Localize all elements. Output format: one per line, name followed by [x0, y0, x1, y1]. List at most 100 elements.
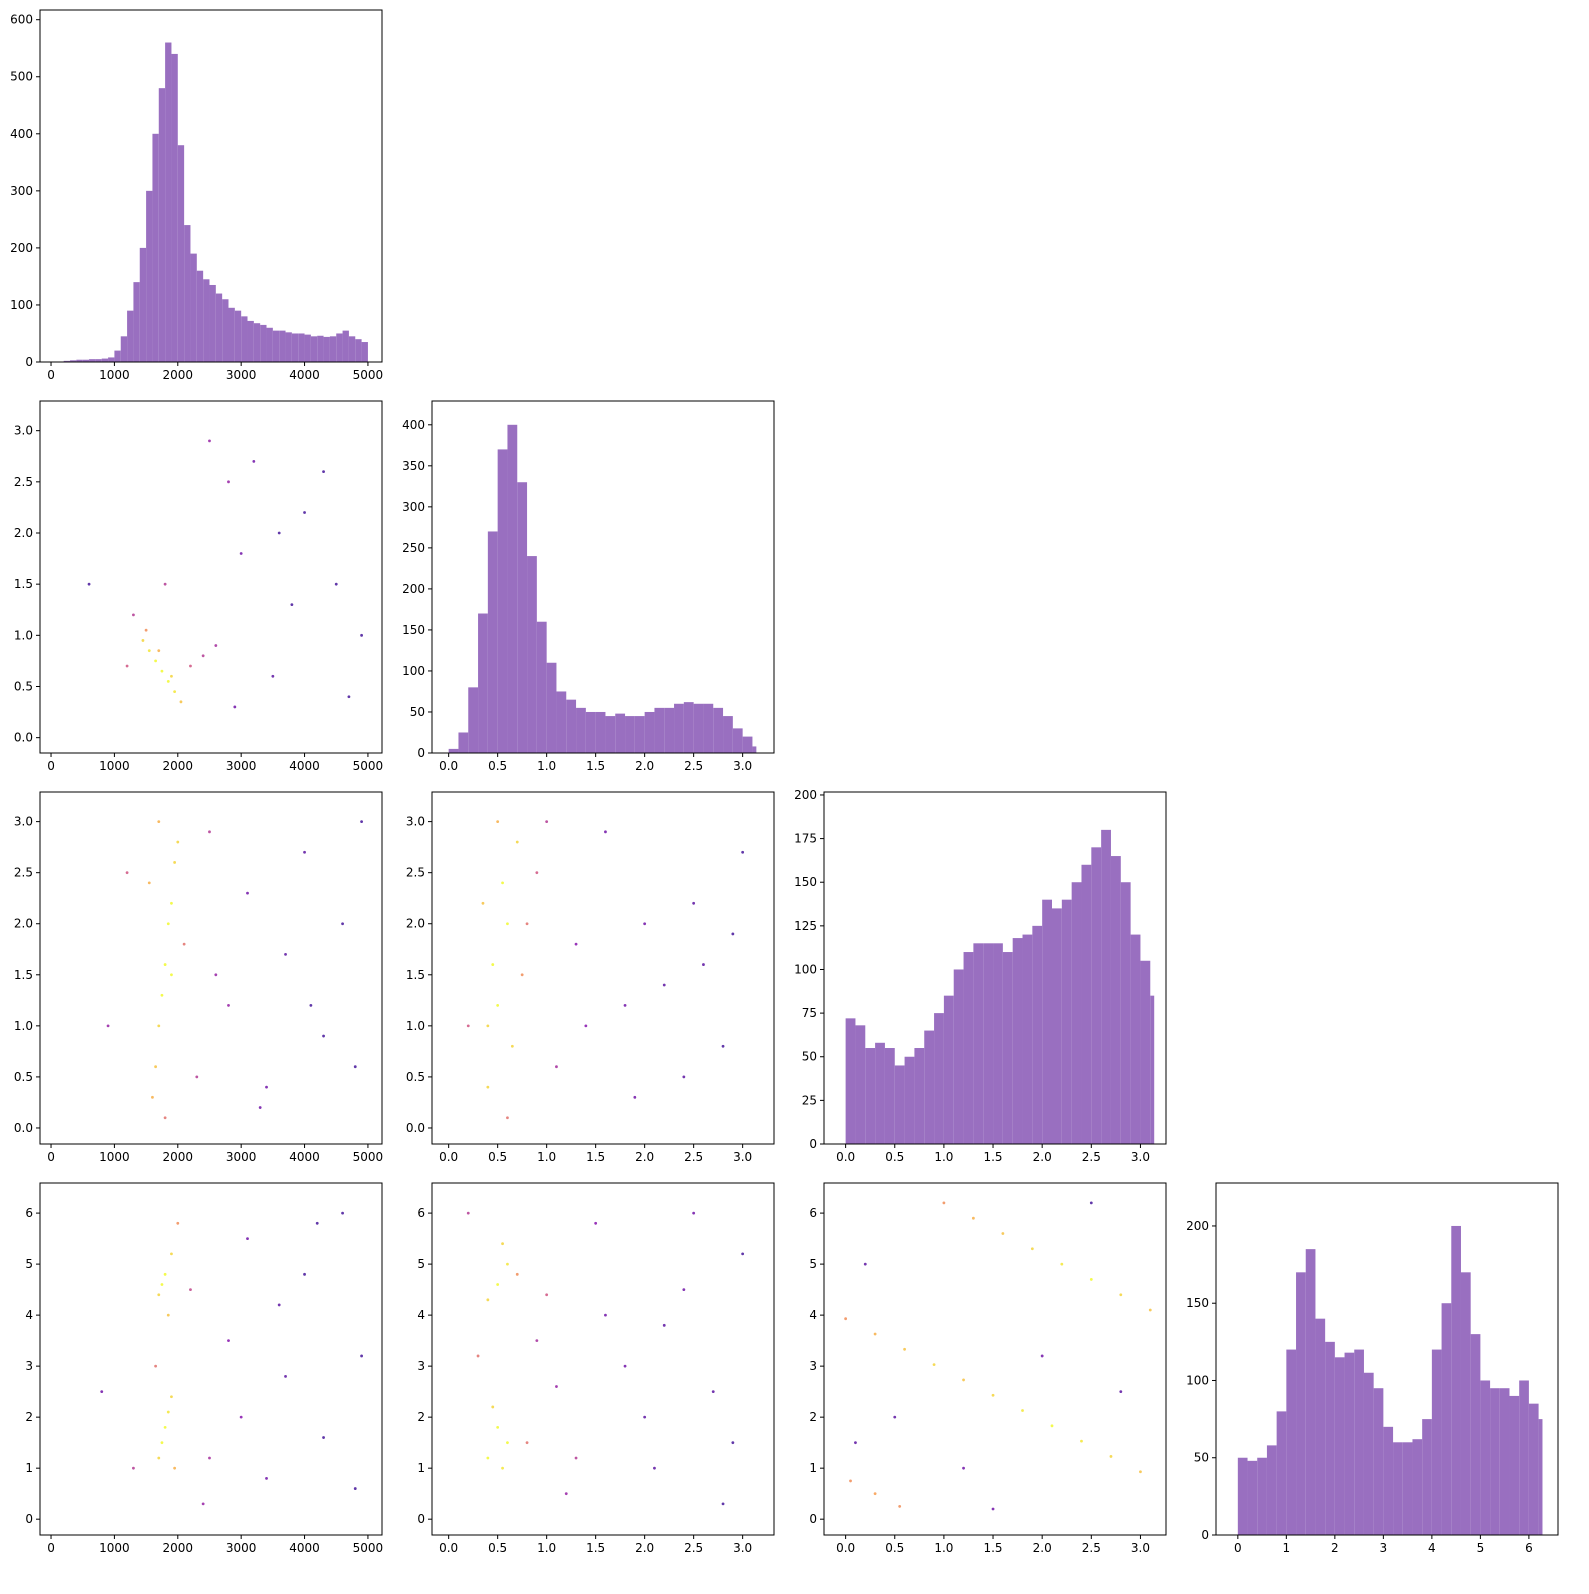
scatter-point: [496, 1283, 500, 1286]
y-tick-label: 0: [25, 1512, 33, 1526]
histogram-bar: [546, 662, 557, 753]
histogram-bar: [247, 320, 254, 362]
histogram-bar: [615, 713, 626, 753]
histogram-bar: [595, 711, 606, 753]
histogram-bar: [108, 357, 115, 362]
histogram-bar: [1091, 847, 1102, 1144]
histogram-bar: [253, 323, 261, 362]
histogram-bar: [468, 687, 479, 753]
x-tick-label: 0: [47, 1541, 55, 1555]
y-tick-label: 6: [809, 1206, 817, 1220]
histogram-bar: [585, 711, 596, 753]
subplot: 0 1000 2000 3000 4000 5000 0.0 0.5 1.0 1.5 2.0 2.5 3…: [14, 791, 383, 1164]
histogram-bar: [644, 711, 655, 753]
axes-frame: [1215, 1182, 1559, 1536]
x-tick-label: 4000: [289, 1150, 320, 1164]
x-tick-label: 0: [47, 368, 55, 382]
scatter-point: [1050, 1424, 1054, 1428]
scatter-point: [525, 922, 529, 926]
histogram-bar: [458, 732, 469, 753]
axes-frame: [431, 1182, 775, 1536]
x-tick-label: 1: [1283, 1541, 1291, 1555]
x-tick-label: 4000: [289, 759, 320, 773]
y-tick-label: 3: [809, 1359, 817, 1373]
scatter-point: [584, 1024, 588, 1028]
scatter-point: [265, 1085, 268, 1089]
scatter-point: [173, 861, 177, 864]
scatter-point: [682, 1288, 686, 1292]
scatter-point: [863, 1262, 867, 1266]
scatter-point: [170, 901, 173, 905]
histogram-bar: [1431, 1349, 1442, 1535]
histogram-bar: [934, 1013, 944, 1144]
y-tick-label: 0.5: [14, 679, 33, 693]
axes-frame: [431, 791, 775, 1145]
histogram-bar: [1130, 934, 1141, 1144]
histogram-bar: [1373, 1388, 1384, 1535]
plot-area: [466, 1211, 745, 1506]
scatter-point: [555, 1385, 558, 1388]
scatter-point: [545, 1293, 549, 1297]
y-tick-label: 25: [802, 1093, 817, 1107]
axes-frame: [431, 400, 775, 754]
scatter-point: [271, 674, 275, 678]
scatter-point: [166, 922, 170, 926]
scatter-point: [347, 695, 351, 699]
y-tick-label: 1: [809, 1461, 817, 1475]
scatter-point: [147, 649, 151, 653]
subplot: 0 1000 2000 3000 4000 5000 0 100 200 300 400 500 600: [10, 9, 383, 382]
x-tick-label: 0.0: [836, 1150, 855, 1164]
histogram-bar: [1528, 1403, 1539, 1535]
plot-area: [100, 1211, 363, 1506]
scatter-point: [991, 1393, 995, 1397]
scatter-point: [208, 439, 211, 443]
scatter-point: [555, 1065, 558, 1069]
x-tick-label: 2.5: [684, 759, 703, 773]
y-tick-label: 2.5: [406, 866, 425, 880]
axes-frame: [39, 9, 383, 363]
y-tick-label: 150: [402, 623, 425, 637]
y-tick-label: 1: [25, 1461, 33, 1475]
histogram-bar: [114, 350, 121, 362]
scatter-point: [284, 952, 287, 956]
x-tick-label: 1000: [99, 1541, 130, 1555]
y-tick-label: 5: [417, 1257, 425, 1271]
histogram-bar: [158, 88, 166, 362]
histogram-bar: [222, 299, 229, 362]
histogram-bar: [1460, 1272, 1471, 1535]
scatter-point: [334, 582, 338, 586]
histogram-bar: [1032, 925, 1043, 1144]
y-tick-label: 2: [809, 1410, 817, 1424]
histogram-bar: [924, 1030, 935, 1144]
histogram-bar: [1266, 1445, 1277, 1535]
scatter-point: [277, 531, 281, 535]
y-tick-label: 2.0: [14, 917, 33, 931]
y-tick-label: 6: [417, 1206, 425, 1220]
scatter-point: [741, 850, 745, 854]
y-tick-label: 0.0: [14, 1121, 33, 1135]
y-tick-label: 100: [402, 664, 425, 678]
scatter-point: [481, 901, 485, 905]
plot-area: [844, 1201, 1152, 1511]
scatter-point: [854, 1441, 857, 1445]
histogram-bar: [742, 736, 753, 753]
scatter-point: [166, 679, 170, 683]
histogram-bar: [1470, 1334, 1481, 1535]
x-tick-label: 2000: [163, 759, 194, 773]
x-tick-label: 0.0: [439, 1541, 458, 1555]
scatter-point: [623, 1364, 627, 1368]
scatter-point: [144, 628, 148, 632]
scatter-point: [466, 1211, 470, 1215]
scatter-point: [227, 1339, 230, 1343]
scatter-point: [157, 1456, 161, 1460]
scatter-point: [157, 820, 161, 824]
scatter-point: [721, 1044, 725, 1048]
y-tick-label: 0.5: [406, 1070, 425, 1084]
histogram-bar: [507, 424, 518, 753]
scatter-point: [303, 1272, 306, 1276]
scatter-point: [623, 1004, 627, 1007]
x-tick-label: 0.5: [885, 1150, 904, 1164]
y-tick-label: 2: [417, 1410, 425, 1424]
histogram-bar: [732, 728, 743, 753]
